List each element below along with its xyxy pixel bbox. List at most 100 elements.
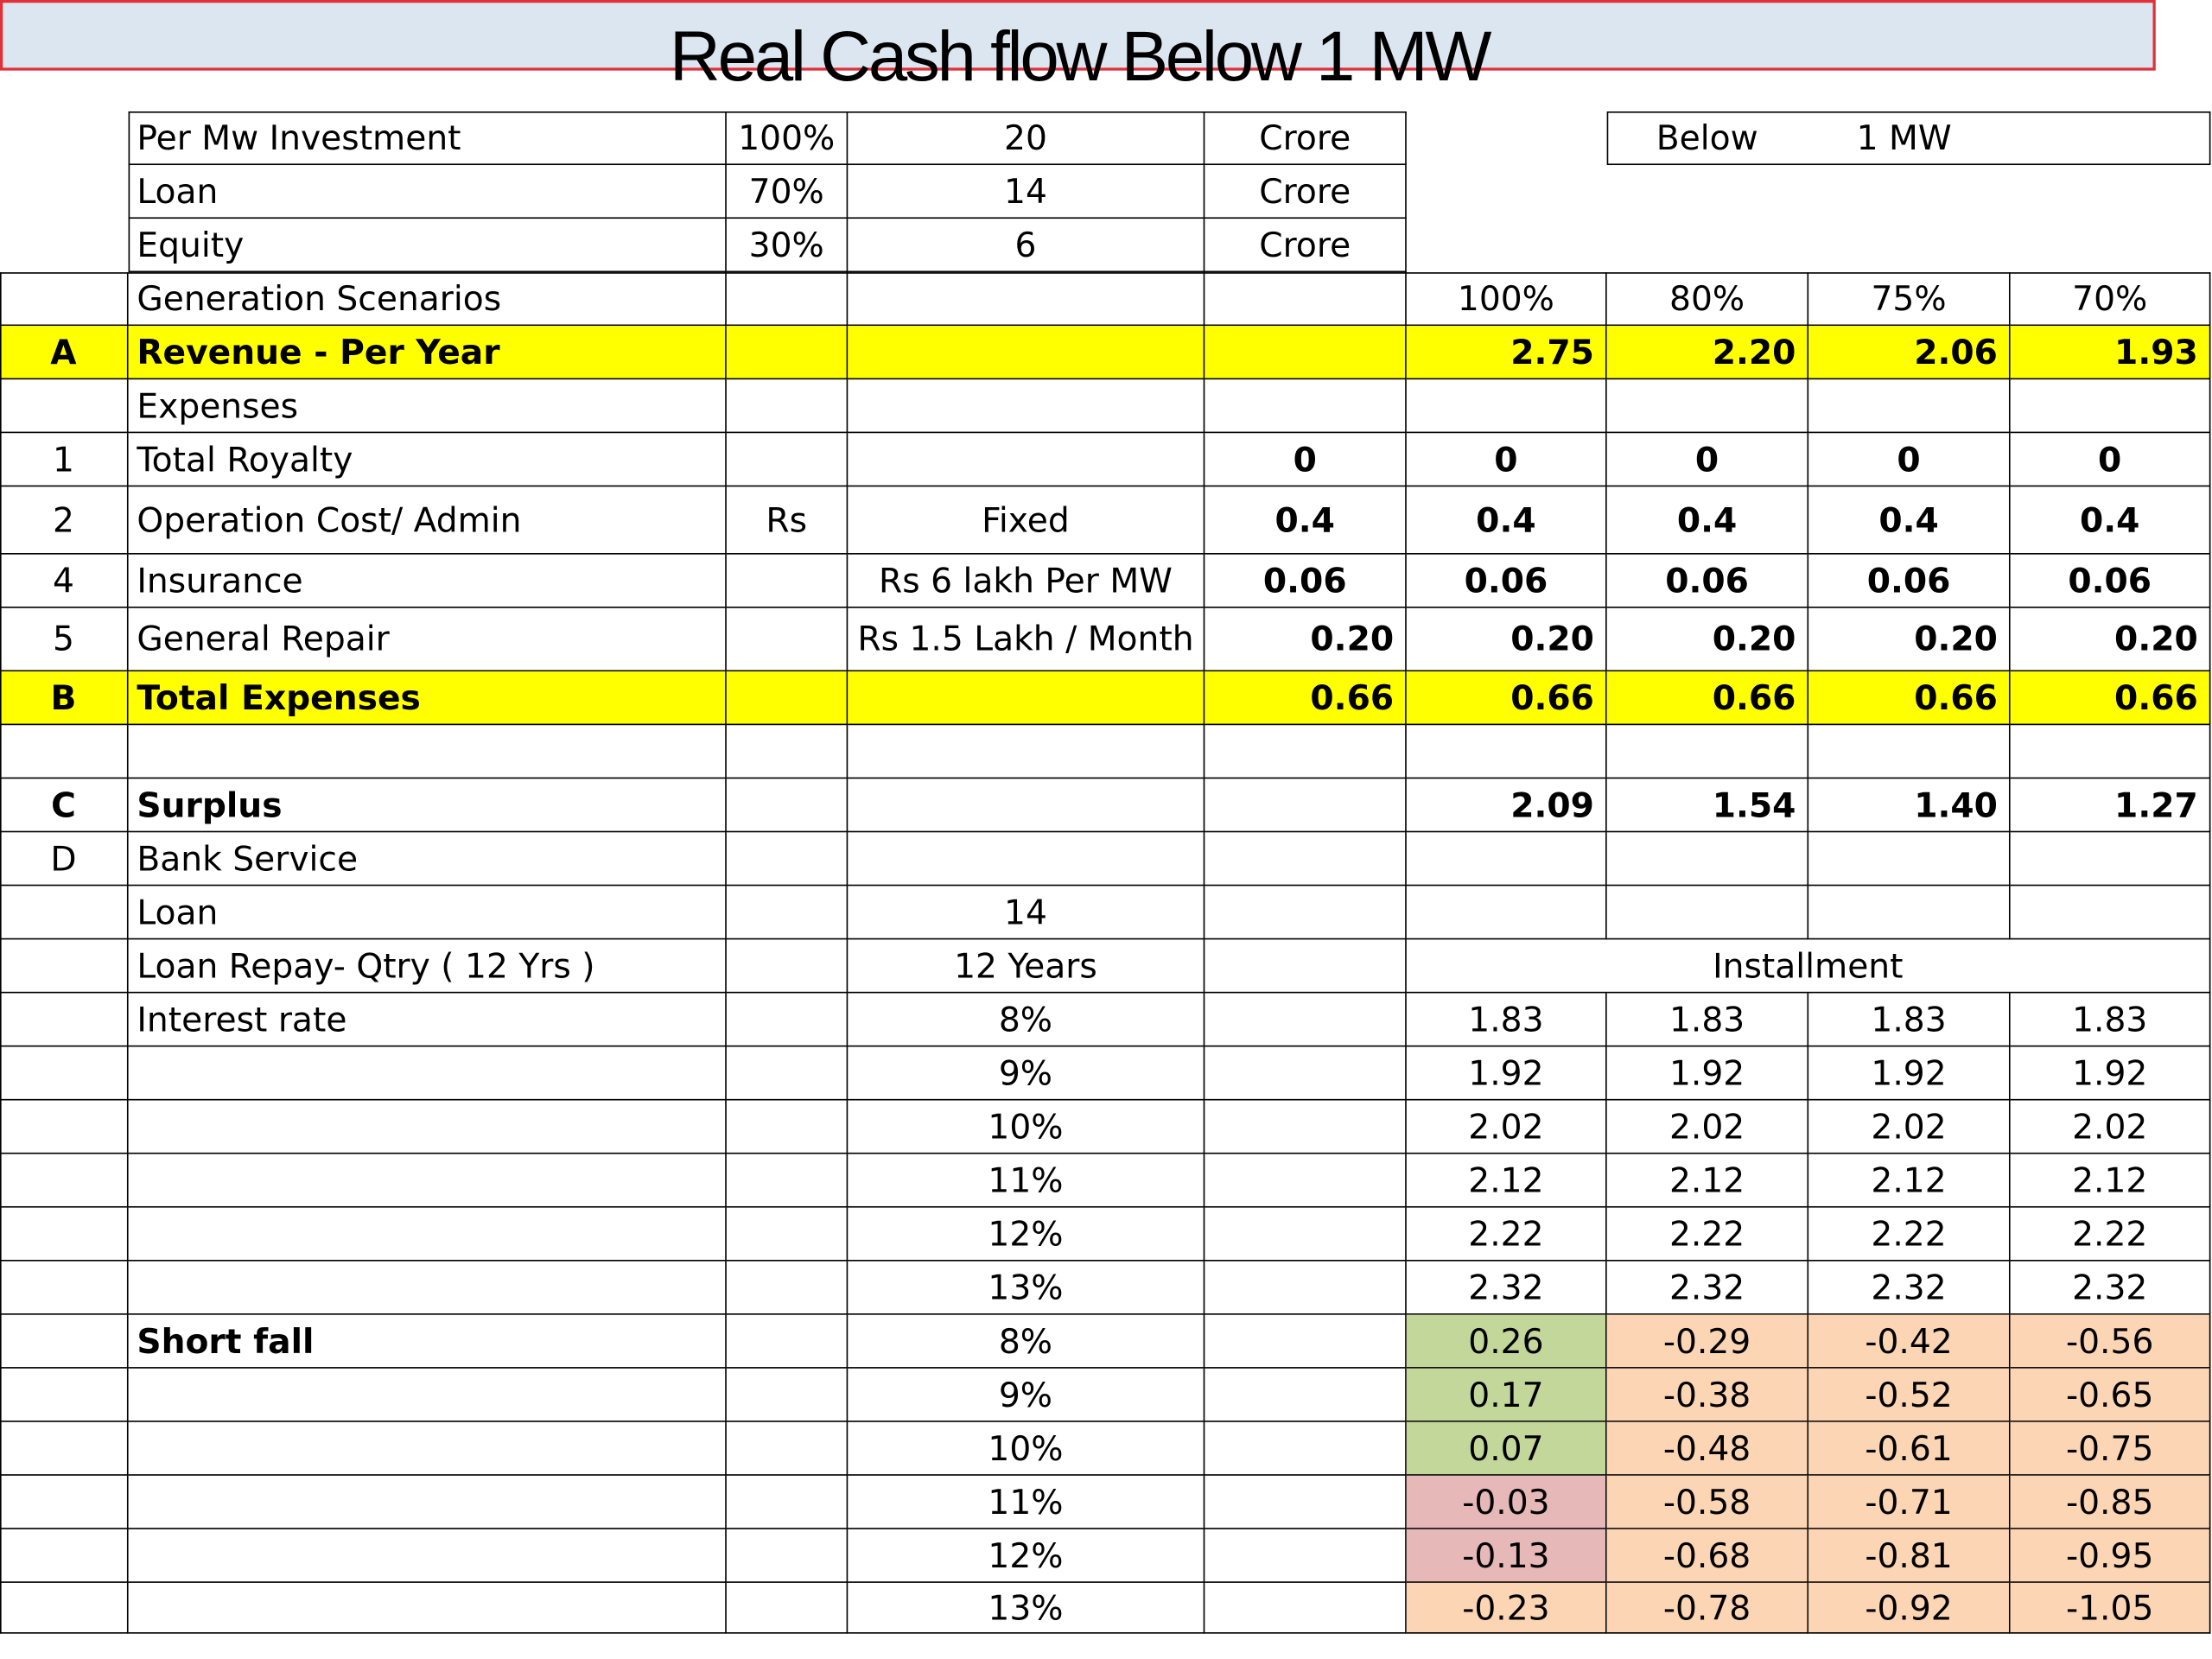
interest-rate: 13% [848, 1261, 1205, 1315]
installment-value: 2.32 [1808, 1261, 2011, 1315]
surplus-value: 1.40 [1808, 779, 2011, 833]
investment-label: Equity [128, 219, 727, 273]
shortfall-value: -0.52 [1808, 1368, 2011, 1422]
loan-label: Loan [128, 886, 727, 940]
table-cell [0, 1046, 129, 1101]
expense-value: 0.4 [1606, 486, 1809, 555]
shortfall-value: -0.68 [1606, 1529, 1809, 1583]
total-expenses-value: 0.66 [1406, 671, 1607, 726]
expense-currency [726, 607, 849, 672]
installment-value: 2.12 [1808, 1154, 2011, 1208]
table-cell [726, 1100, 849, 1154]
table-cell [0, 1582, 129, 1634]
interest-rate: 9% [848, 1046, 1205, 1101]
shortfall-value: -0.03 [1406, 1475, 1607, 1529]
revenue-value: 2.06 [1808, 326, 2011, 380]
shortfall-value: -0.42 [1808, 1314, 2011, 1369]
expense-label: General Repair [128, 607, 727, 672]
revenue-value: 2.75 [1406, 326, 1607, 380]
table-cell [128, 1582, 727, 1634]
table-cell [128, 1261, 727, 1315]
total-expenses-label: Total Expenses [128, 671, 727, 726]
table-cell [726, 886, 849, 940]
shortfall-value: -0.61 [1808, 1421, 2011, 1476]
total-expenses-value: 0.66 [1808, 671, 2011, 726]
table-cell [128, 1154, 727, 1208]
surplus-value: 2.09 [1406, 779, 1607, 833]
installment-value: 2.32 [2010, 1261, 2211, 1315]
investment-value: 20 [848, 111, 1205, 166]
shortfall-rate: 8% [848, 1314, 1205, 1369]
table-cell [1606, 832, 1809, 887]
expense-value: 0 [1808, 433, 2011, 487]
investment-unit: Crore [1205, 111, 1407, 166]
table-cell [0, 1529, 129, 1583]
table-cell [726, 1582, 849, 1634]
shortfall-value: 0.26 [1406, 1314, 1607, 1369]
expense-basis: Rs 6 lakh Per MW [848, 554, 1205, 608]
installment-value: 1.92 [2010, 1046, 2211, 1101]
installment-value: 1.83 [1406, 993, 1607, 1047]
installment-value: 2.12 [1606, 1154, 1809, 1208]
shortfall-rate: 13% [848, 1582, 1205, 1634]
bank-service-label: Bank Service [128, 832, 727, 887]
installment-value: 2.02 [1808, 1100, 2011, 1154]
expense-basis [848, 433, 1205, 487]
table-cell [1205, 832, 1407, 887]
shortfall-value: -0.13 [1406, 1529, 1607, 1583]
shortfall-value: -0.29 [1606, 1314, 1809, 1369]
table-cell [1205, 886, 1407, 940]
shortfall-value: -0.65 [2010, 1368, 2211, 1422]
table-cell [128, 1207, 727, 1262]
table-cell [1406, 725, 1607, 779]
table-cell [726, 1368, 849, 1422]
shortfall-value: -0.48 [1606, 1421, 1809, 1476]
table-cell [0, 1154, 129, 1208]
expense-value: 0.4 [1808, 486, 2011, 555]
table-cell [726, 1207, 849, 1262]
surplus-label: Surplus [128, 779, 727, 833]
row-id: A [0, 326, 129, 380]
revenue-value: 2.20 [1606, 326, 1809, 380]
table-cell [1205, 1261, 1407, 1315]
table-cell [0, 1207, 129, 1262]
installment-header: Installment [1406, 939, 2211, 994]
investment-unit: Crore [1205, 219, 1407, 273]
table-cell [0, 1100, 129, 1154]
shortfall-value: -0.23 [1406, 1582, 1607, 1634]
shortfall-label: Short fall [128, 1314, 727, 1369]
table-cell [848, 379, 1205, 434]
installment-value: 2.12 [1406, 1154, 1607, 1208]
expense-value: 0.06 [1406, 554, 1607, 608]
installment-value: 1.83 [1606, 993, 1809, 1047]
investment-unit: Crore [1205, 165, 1407, 219]
expense-value: 0.4 [2010, 486, 2211, 555]
shortfall-value: -0.75 [2010, 1421, 2211, 1476]
expense-value: 0.20 [1808, 607, 2011, 672]
table-cell [848, 326, 1205, 380]
scenario-header: 70% [2010, 272, 2211, 327]
investment-pct: 70% [726, 165, 849, 219]
loan-repay-value: 12 Years [848, 939, 1205, 994]
title-banner [0, 0, 2156, 71]
installment-value: 1.92 [1808, 1046, 2011, 1101]
capacity-value: 1 MW [1856, 118, 1952, 158]
row-id: 1 [0, 433, 129, 487]
expense-currency [726, 433, 849, 487]
table-cell [726, 1475, 849, 1529]
table-cell [1205, 993, 1407, 1047]
interest-rate: 11% [848, 1154, 1205, 1208]
expense-label: Insurance [128, 554, 727, 608]
row-id: 5 [0, 607, 129, 672]
expense-label: Operation Cost/ Admin [128, 486, 727, 555]
table-cell [848, 671, 1205, 726]
row-id: 4 [0, 554, 129, 608]
table-cell [1205, 1046, 1407, 1101]
shortfall-value: -0.95 [2010, 1529, 2211, 1583]
table-cell [726, 1154, 849, 1208]
capacity-label: Below [1656, 118, 1758, 158]
shortfall-rate: 11% [848, 1475, 1205, 1529]
expense-value: 0 [1406, 433, 1607, 487]
shortfall-value: -0.78 [1606, 1582, 1809, 1634]
investment-value: 6 [848, 219, 1205, 273]
